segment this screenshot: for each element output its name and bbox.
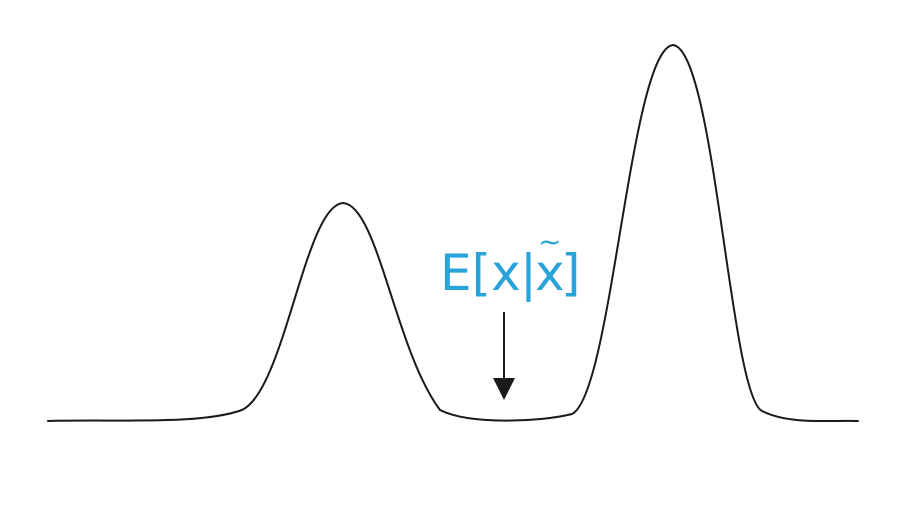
label-prefix: E[x	[440, 244, 521, 302]
label-variable: x	[535, 244, 565, 302]
density-curve	[47, 44, 859, 423]
label-suffix: ]	[561, 244, 581, 302]
arrow-head	[493, 378, 515, 400]
expectation-label: E[x | x ~ ]	[440, 225, 581, 302]
label-bar: |	[520, 244, 537, 302]
tilde-accent: ~	[538, 225, 561, 258]
